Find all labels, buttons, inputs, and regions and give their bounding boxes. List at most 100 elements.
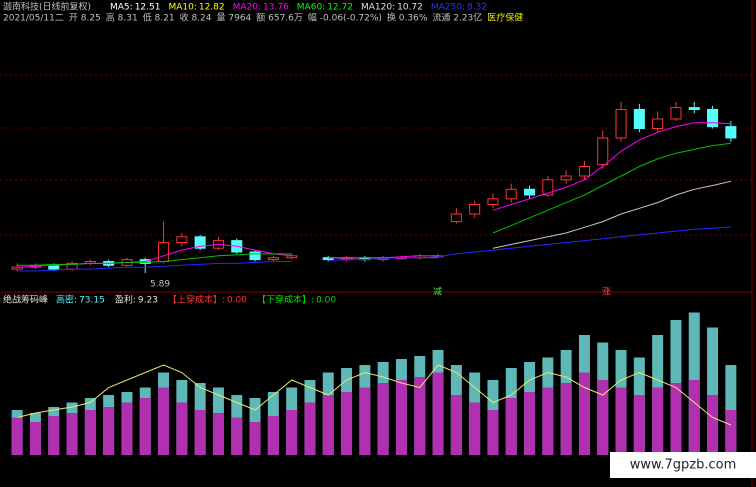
bar bbox=[487, 410, 499, 455]
bar bbox=[725, 410, 737, 455]
bar bbox=[304, 402, 316, 455]
stat-label: 【上穿成本】: bbox=[168, 294, 225, 306]
candle-body bbox=[688, 107, 700, 110]
bar bbox=[505, 398, 517, 455]
stat-label: 盈利: bbox=[115, 294, 136, 306]
bar bbox=[84, 410, 96, 455]
candle-body bbox=[194, 236, 206, 249]
bar bbox=[432, 372, 444, 455]
candle-body bbox=[505, 188, 517, 200]
bar bbox=[48, 416, 60, 455]
info-item: 开 8.25 bbox=[69, 13, 101, 24]
candle-body bbox=[267, 257, 279, 261]
bar bbox=[139, 398, 151, 455]
bar bbox=[267, 416, 279, 455]
bar bbox=[707, 395, 719, 455]
bar bbox=[212, 413, 224, 455]
bar bbox=[341, 392, 353, 455]
line bbox=[492, 180, 732, 249]
stat-value: 73.15 bbox=[79, 296, 105, 306]
candle-body bbox=[487, 198, 499, 206]
bar bbox=[395, 380, 407, 455]
stat-label: 高密: bbox=[56, 294, 77, 306]
bar bbox=[231, 417, 243, 455]
line bbox=[16, 364, 732, 426]
line bbox=[17, 122, 731, 268]
candle-body bbox=[450, 213, 462, 223]
stock-title: 迦南科技(日线前复权) bbox=[3, 1, 91, 13]
candle-body bbox=[578, 166, 590, 177]
candle-body bbox=[597, 137, 609, 166]
ma-value: 13.76 bbox=[263, 3, 289, 13]
ma-value: 12.72 bbox=[327, 3, 353, 13]
candle-body bbox=[725, 126, 737, 139]
candle-body bbox=[469, 204, 481, 215]
candle-body bbox=[524, 188, 536, 196]
ma-value: 10.72 bbox=[397, 3, 423, 13]
bar bbox=[542, 387, 554, 455]
candle-body bbox=[249, 251, 261, 261]
bar bbox=[29, 422, 41, 455]
ma-label: MA60: bbox=[297, 3, 325, 13]
watermark: www.7gpzb.com bbox=[630, 458, 737, 473]
ma-label: MA20: bbox=[233, 3, 261, 13]
bar bbox=[359, 387, 371, 455]
stat-value: 9.23 bbox=[138, 296, 158, 306]
bar bbox=[249, 422, 261, 455]
candle-body bbox=[560, 175, 572, 181]
info-item: 2021/05/11二 bbox=[3, 14, 64, 24]
bar bbox=[524, 392, 536, 455]
candle-body bbox=[542, 179, 554, 196]
bar bbox=[670, 383, 682, 455]
bar bbox=[469, 402, 481, 455]
stat-label: 【下穿成本】: bbox=[257, 294, 314, 306]
bar bbox=[194, 410, 206, 455]
info-item: 低 8.21 bbox=[143, 12, 175, 24]
ma-label: MA120: bbox=[361, 3, 395, 13]
candle-body bbox=[176, 236, 188, 244]
signal-label: 减 bbox=[433, 286, 442, 298]
indicator-title: 绝战筹码峰 bbox=[3, 294, 48, 306]
bar bbox=[11, 417, 23, 455]
info-item: 收 8.24 bbox=[180, 12, 212, 24]
bar bbox=[103, 407, 115, 455]
ma-label: MA5: bbox=[110, 3, 133, 13]
bar bbox=[66, 413, 78, 455]
info-item: 换 0.36% bbox=[387, 12, 428, 24]
watermark-box bbox=[610, 452, 756, 478]
low-label: 5.89 bbox=[150, 280, 170, 290]
signal-label: 涨 bbox=[602, 287, 611, 298]
bar bbox=[158, 387, 170, 455]
bar bbox=[633, 395, 645, 455]
info-item: 额 657.6万 bbox=[256, 12, 303, 24]
ma-value: 12.51 bbox=[135, 3, 161, 13]
candle-body bbox=[615, 109, 627, 139]
candle-body bbox=[322, 257, 334, 261]
line bbox=[17, 142, 731, 266]
bar bbox=[286, 410, 298, 455]
bar bbox=[578, 372, 590, 455]
info-item: 医疗保健 bbox=[487, 12, 523, 24]
info-item: 流通 2.23亿 bbox=[432, 12, 482, 24]
stat-value: 0.00 bbox=[316, 296, 336, 306]
ma-value: 12.82 bbox=[199, 3, 225, 13]
bar bbox=[560, 383, 572, 455]
candle-body bbox=[158, 242, 170, 262]
bar bbox=[707, 327, 719, 455]
ma-value: 8.32 bbox=[467, 3, 487, 13]
candle-body bbox=[633, 109, 645, 129]
bar bbox=[414, 377, 426, 455]
candle-body bbox=[707, 109, 719, 128]
info-item: 量 7964 bbox=[217, 13, 252, 24]
candle-body bbox=[670, 107, 682, 120]
bar bbox=[450, 395, 462, 455]
candle-body bbox=[652, 118, 664, 129]
bar bbox=[377, 383, 389, 455]
bar bbox=[322, 395, 334, 455]
bar bbox=[652, 387, 664, 455]
bar bbox=[176, 402, 188, 455]
ma-label: MA10: bbox=[168, 3, 196, 13]
stat-value: 0.00 bbox=[227, 296, 247, 306]
